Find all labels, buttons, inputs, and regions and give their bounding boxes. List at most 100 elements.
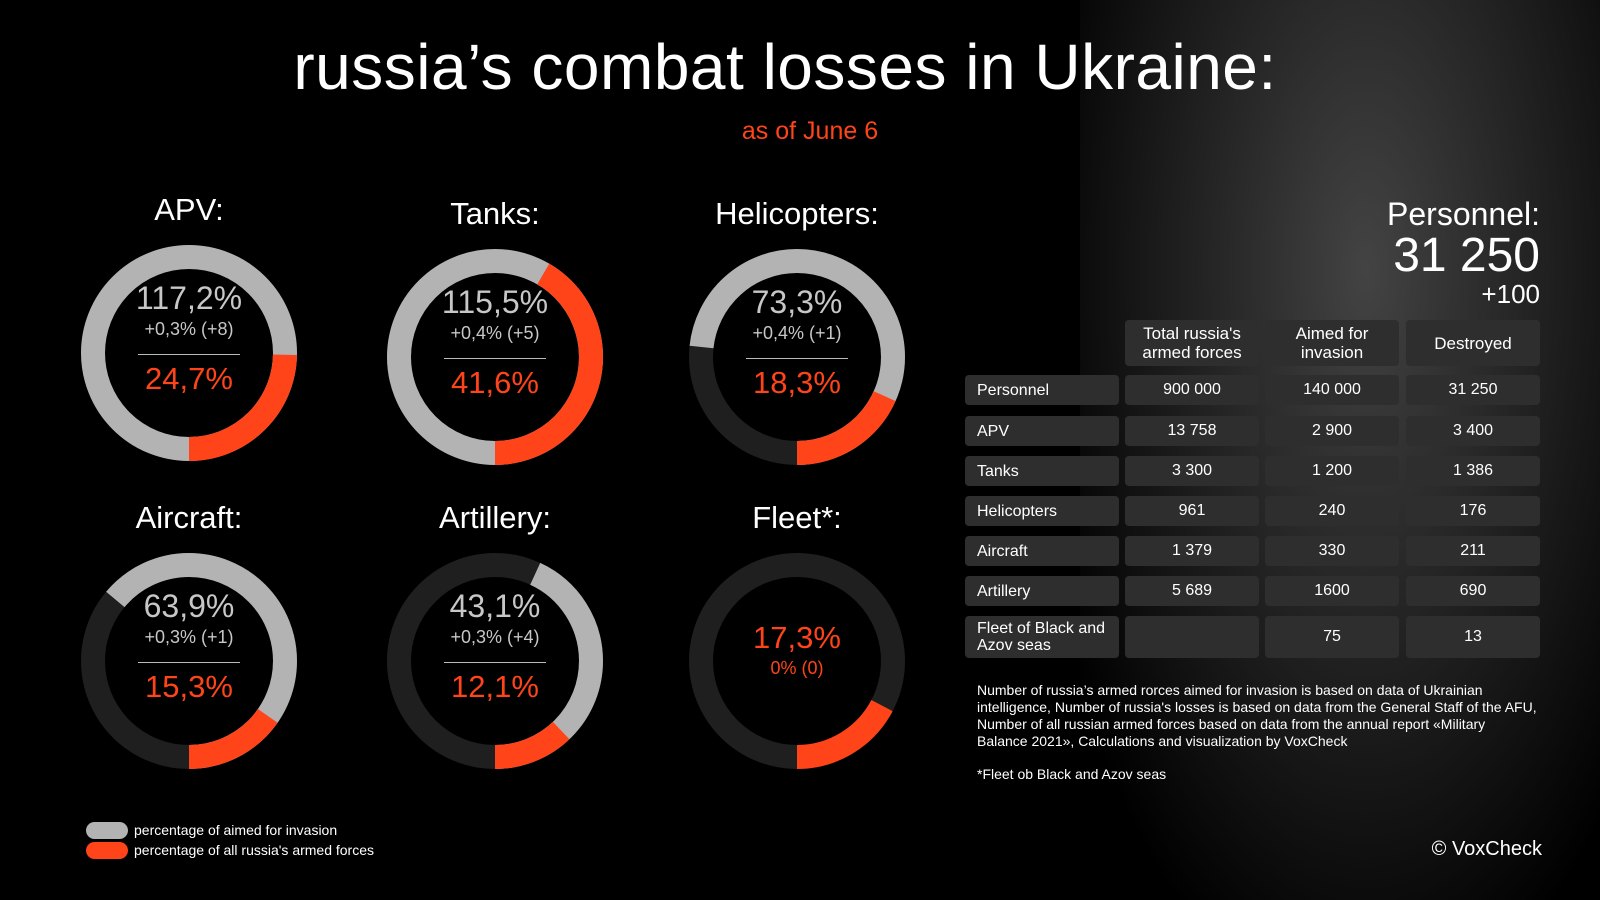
donut-chart: Aircraft: 63,9% +0,3% (+1) 15,3% (74, 500, 304, 776)
donut-title: Artillery: (439, 500, 551, 535)
donut-center: 115,5% +0,4% (+5) 41,6% (380, 284, 610, 401)
donut-chart: Artillery: 43,1% +0,3% (+4) 12,1% (380, 500, 610, 776)
background-photo (1080, 0, 1600, 900)
donut-center: 63,9% +0,3% (+1) 15,3% (74, 588, 304, 705)
legend-label-all: percentage of all russia's armed forces (134, 842, 375, 858)
donut-arc-all (689, 249, 905, 465)
donut-ring (689, 553, 905, 769)
personnel-label: Personnel: (1387, 196, 1540, 232)
donut-ring (387, 249, 603, 465)
donut-ring (387, 553, 603, 769)
all-forces-percentage: 15,3% (145, 669, 233, 704)
table-row-label: Personnel (965, 375, 1119, 405)
donut-ring (81, 245, 297, 461)
center-divider (138, 354, 240, 355)
donut-chart: APV: 117,2% +0,3% (+8) 24,7% (74, 192, 304, 468)
table-row-label: Fleet of Black and Azov seas (965, 616, 1119, 658)
table-cell: 1 200 (1265, 456, 1399, 486)
donut-center: 73,3% +0,4% (+1) 18,3% (682, 284, 912, 401)
donut-ring (81, 553, 297, 769)
table-cell: 240 (1265, 496, 1399, 526)
table-row-label: Helicopters (965, 496, 1119, 526)
donut-title: Tanks: (450, 196, 540, 231)
table-cell: 75 (1265, 616, 1399, 658)
all-forces-percentage: 24,7% (145, 361, 233, 396)
donut-title: Helicopters: (715, 196, 879, 231)
donut-ring (689, 249, 905, 465)
legend-item-all: percentage of all russia's armed forces (86, 840, 374, 860)
all-forces-delta: 0% (0) (770, 658, 824, 678)
legend: percentage of aimed for invasion percent… (86, 820, 374, 860)
table-column-header: Aimed for invasion (1265, 320, 1399, 366)
page-title: russia’s combat losses in Ukraine: (293, 31, 1277, 103)
aimed-delta: +0,4% (+1) (752, 323, 842, 343)
donut-arc-all (81, 245, 297, 461)
table-column-header: Total russia's armed forces (1125, 320, 1259, 366)
table-cell: 3 400 (1406, 416, 1540, 446)
aimed-percentage: 43,1% (449, 588, 541, 624)
table-cell: 961 (1125, 496, 1259, 526)
legend-swatch-all (86, 841, 128, 859)
fleet-footnote: *Fleet ob Black and Azov seas (977, 766, 1167, 782)
center-divider (444, 662, 546, 663)
source-note: Number of russia’s armed rorces aimed fo… (977, 682, 1537, 749)
table-cell: 176 (1406, 496, 1540, 526)
donut-title: Aircraft: (135, 500, 243, 535)
all-forces-percentage: 12,1% (451, 669, 539, 704)
all-forces-percentage: 41,6% (451, 365, 539, 400)
personnel-summary: Personnel: 31 250 +100 (1387, 196, 1540, 310)
table-cell: 211 (1406, 536, 1540, 566)
personnel-value: 31 250 (1393, 229, 1540, 282)
donut-arc-all (689, 553, 905, 769)
table-cell: 13 (1406, 616, 1540, 658)
table-cell (1125, 616, 1259, 658)
donut-center: 17,3% 0% (0) (682, 620, 912, 679)
center-divider (138, 662, 240, 663)
donut-center: 117,2% +0,3% (+8) 24,7% (74, 280, 304, 397)
aimed-delta: +0,3% (+4) (450, 627, 540, 647)
all-forces-percentage: 17,3% (753, 620, 841, 655)
donut-title: Fleet*: (752, 500, 842, 535)
table-column-header: Destroyed (1406, 320, 1540, 366)
aimed-percentage: 117,2% (135, 280, 243, 316)
legend-item-aimed: percentage of aimed for invasion (86, 820, 374, 840)
all-forces-percentage: 18,3% (753, 365, 841, 400)
donut-arc-all (81, 553, 297, 769)
table-row-label: Artillery (965, 576, 1119, 606)
center-divider (444, 358, 546, 359)
aimed-delta: +0,4% (+5) (450, 323, 540, 343)
table-row-label: Tanks (965, 456, 1119, 486)
table-cell: 13 758 (1125, 416, 1259, 446)
donut-chart: Helicopters: 73,3% +0,4% (+1) 18,3% (682, 196, 912, 472)
aimed-delta: +0,3% (+8) (144, 319, 234, 339)
donut-chart: Fleet*: 17,3% 0% (0) (682, 500, 912, 776)
table-row-label: APV (965, 416, 1119, 446)
aimed-percentage: 63,9% (143, 588, 235, 624)
table-cell: 900 000 (1125, 375, 1259, 405)
donut-title: APV: (154, 192, 224, 227)
table-cell: 31 250 (1406, 375, 1540, 405)
copyright: © VoxCheck (1431, 838, 1542, 860)
table-cell: 2 900 (1265, 416, 1399, 446)
table-cell: 1 379 (1125, 536, 1259, 566)
legend-label-aimed: percentage of aimed for invasion (134, 822, 338, 838)
personnel-delta: +100 (1481, 279, 1540, 309)
aimed-percentage: 73,3% (751, 284, 843, 320)
table-cell: 330 (1265, 536, 1399, 566)
table-cell: 3 300 (1125, 456, 1259, 486)
aimed-delta: +0,3% (+1) (144, 627, 234, 647)
aimed-percentage: 115,5% (441, 284, 549, 320)
table-cell: 690 (1406, 576, 1540, 606)
legend-swatch-aimed (86, 821, 128, 839)
table-cell: 5 689 (1125, 576, 1259, 606)
page-subtitle: as of June 6 (741, 117, 879, 145)
center-divider (746, 358, 848, 359)
table-cell: 1600 (1265, 576, 1399, 606)
table-cell: 140 000 (1265, 375, 1399, 405)
table-row-label: Aircraft (965, 536, 1119, 566)
donut-arc-all (387, 553, 603, 769)
donut-chart: Tanks: 115,5% +0,4% (+5) 41,6% (380, 196, 610, 472)
donut-arc-all (387, 249, 603, 465)
table-cell: 1 386 (1406, 456, 1540, 486)
donut-center: 43,1% +0,3% (+4) 12,1% (380, 588, 610, 705)
